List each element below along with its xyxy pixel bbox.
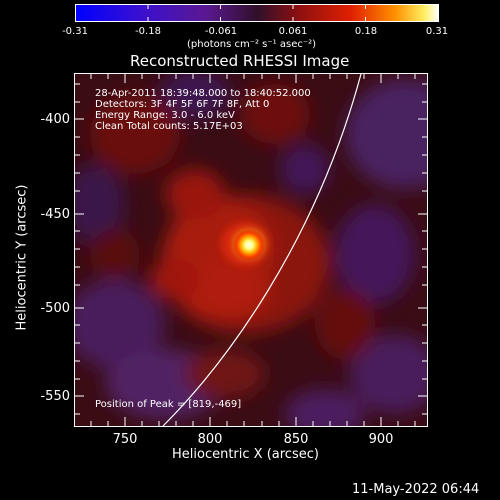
info-energy-range: Energy Range: 3.0 - 6.0 keV	[95, 110, 235, 121]
x-axis-label: Heliocentric X (arcsec)	[172, 447, 319, 462]
y-axis-label: Heliocentric Y (arcsec)	[14, 184, 30, 331]
info-detectors: Detectors: 3F 4F 5F 6F 7F 8F, Att 0	[95, 99, 270, 110]
y-tick-label: -500	[40, 301, 70, 316]
peak-position-label: Position of Peak = [819,-469]	[95, 399, 242, 410]
colorbar-tick: -0.31	[62, 26, 88, 37]
colorbar-tick: 0.18	[354, 26, 378, 37]
colorbar-tick: -0.061	[204, 26, 238, 37]
info-clean-counts: Clean Total counts: 5.17E+03	[95, 121, 243, 132]
colorbar-tick: 0.31	[425, 26, 449, 37]
x-tick-label: 750	[112, 432, 138, 447]
rhessi-image	[75, 74, 427, 426]
footer-timestamp: 11-May-2022 06:44	[352, 482, 480, 497]
colorbar-tick: 0.061	[278, 26, 308, 37]
flare-peak	[233, 229, 265, 261]
image-map	[75, 74, 427, 426]
plot-title: Reconstructed RHESSI Image	[130, 52, 350, 70]
colorbar-tick: -0.18	[135, 26, 161, 37]
y-tick-label: -550	[40, 389, 70, 404]
y-tick-label: -400	[40, 112, 70, 127]
colorbar-units: (photons cm⁻² s⁻¹ asec⁻²)	[187, 39, 317, 50]
x-tick-label: 900	[368, 432, 394, 447]
solar-limb-line	[162, 74, 362, 426]
colorbar-gradient	[75, 4, 439, 22]
x-tick-label: 850	[283, 432, 309, 447]
emission-background	[75, 74, 427, 426]
info-time-range: 28-Apr-2011 18:39:48.000 to 18:40:52.000	[95, 88, 311, 99]
plot-axes	[74, 73, 428, 427]
x-tick-label: 800	[197, 432, 223, 447]
y-tick-label: -450	[40, 207, 70, 222]
